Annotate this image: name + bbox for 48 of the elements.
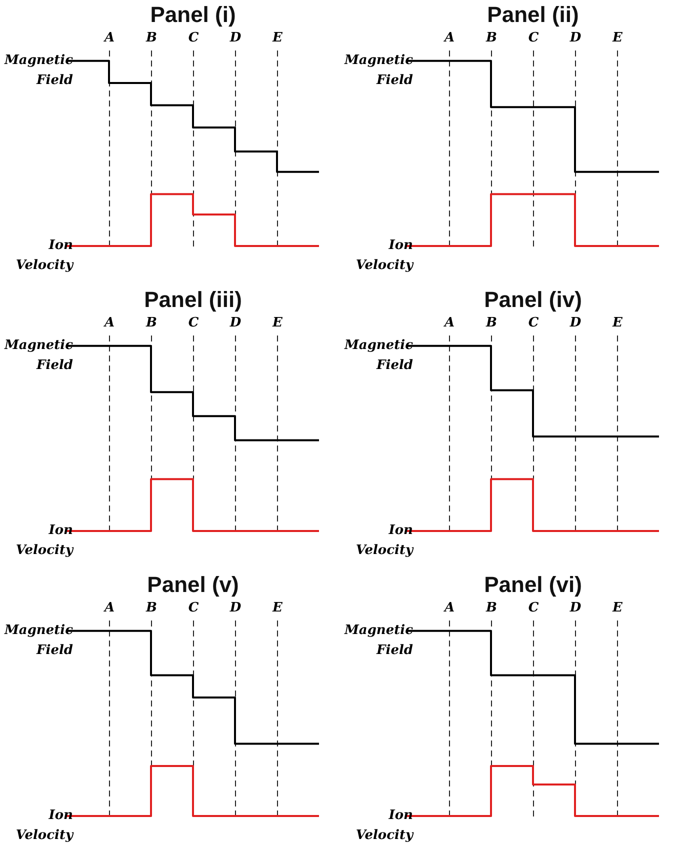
series-label: Magnetic Field [344, 52, 414, 88]
x-tick-label: B [485, 600, 497, 616]
series-label: Magnetic Field [344, 338, 414, 373]
series-label: Magnetic Field [4, 52, 74, 88]
series-label: Magnetic Field [4, 338, 74, 373]
x-tick-label: E [612, 316, 624, 330]
x-tick-label: A [102, 30, 115, 46]
chart-title: Panel (v) [147, 572, 239, 597]
x-tick-label: B [485, 30, 497, 46]
x-tick-label: D [568, 600, 582, 616]
x-tick-label: B [485, 316, 497, 330]
chart-title: Panel (vi) [484, 572, 582, 597]
x-tick-label: D [228, 600, 242, 616]
x-tick-label: B [145, 600, 157, 616]
series-label: Ion Velocity [356, 523, 414, 558]
x-tick-label: C [528, 316, 540, 330]
x-tick-label: E [272, 316, 284, 330]
x-tick-label: B [145, 30, 157, 46]
x-tick-label: E [612, 600, 624, 616]
x-tick-label: C [528, 30, 540, 46]
x-tick-label: C [528, 600, 540, 616]
series-label: Ion Velocity [356, 808, 414, 843]
series-label: Ion Velocity [16, 808, 74, 843]
x-tick-label: C [188, 30, 200, 46]
x-tick-label: A [442, 316, 455, 330]
series-label: Ion Velocity [16, 238, 74, 273]
series-label: Magnetic Field [4, 622, 74, 658]
x-tick-label: A [102, 316, 115, 330]
x-tick-label: E [272, 30, 284, 46]
x-tick-label: C [188, 316, 200, 330]
series-label: Ion Velocity [16, 523, 74, 558]
x-tick-label: D [568, 30, 582, 46]
chart-title: Panel (ii) [487, 2, 579, 27]
x-tick-label: A [442, 600, 455, 616]
x-tick-label: B [145, 316, 157, 330]
x-tick-label: A [102, 600, 115, 616]
x-tick-label: D [228, 316, 242, 330]
x-tick-label: D [228, 30, 242, 46]
chart-title: Panel (iii) [144, 287, 242, 312]
series-label: Ion Velocity [356, 238, 414, 273]
x-tick-label: D [568, 316, 582, 330]
series-label: Magnetic Field [344, 622, 414, 658]
chart-title: Panel (i) [150, 2, 236, 27]
x-tick-label: E [612, 30, 624, 46]
chart-title: Panel (iv) [484, 287, 582, 312]
x-tick-label: E [272, 600, 284, 616]
x-tick-label: A [442, 30, 455, 46]
x-tick-label: C [188, 600, 200, 616]
